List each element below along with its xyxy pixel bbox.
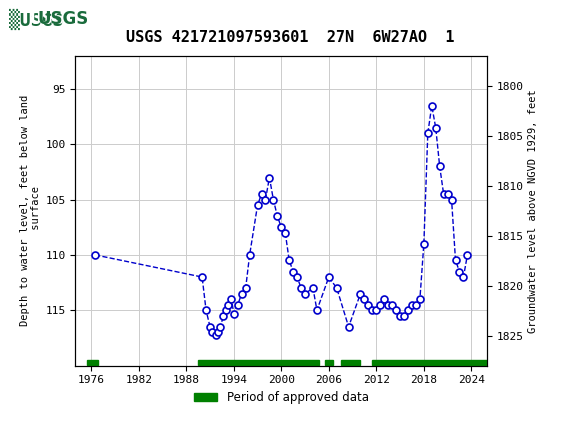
Bar <box>372 360 487 366</box>
Legend: Period of approved data: Period of approved data <box>189 387 374 409</box>
Text: USGS 421721097593601  27N  6W27AO  1: USGS 421721097593601 27N 6W27AO 1 <box>126 30 454 45</box>
Text: ▒USGS: ▒USGS <box>9 9 63 30</box>
Y-axis label: Depth to water level, feet below land
 surface: Depth to water level, feet below land su… <box>20 95 41 326</box>
Text: USGS: USGS <box>9 10 74 28</box>
Text: USGS: USGS <box>38 10 89 28</box>
Bar <box>87 360 97 366</box>
Bar <box>325 360 333 366</box>
Bar <box>6 3 72 36</box>
FancyBboxPatch shape <box>6 4 64 35</box>
Bar <box>198 360 320 366</box>
Bar <box>340 360 361 366</box>
Y-axis label: Groundwater level above NGVD 1929, feet: Groundwater level above NGVD 1929, feet <box>528 89 538 332</box>
